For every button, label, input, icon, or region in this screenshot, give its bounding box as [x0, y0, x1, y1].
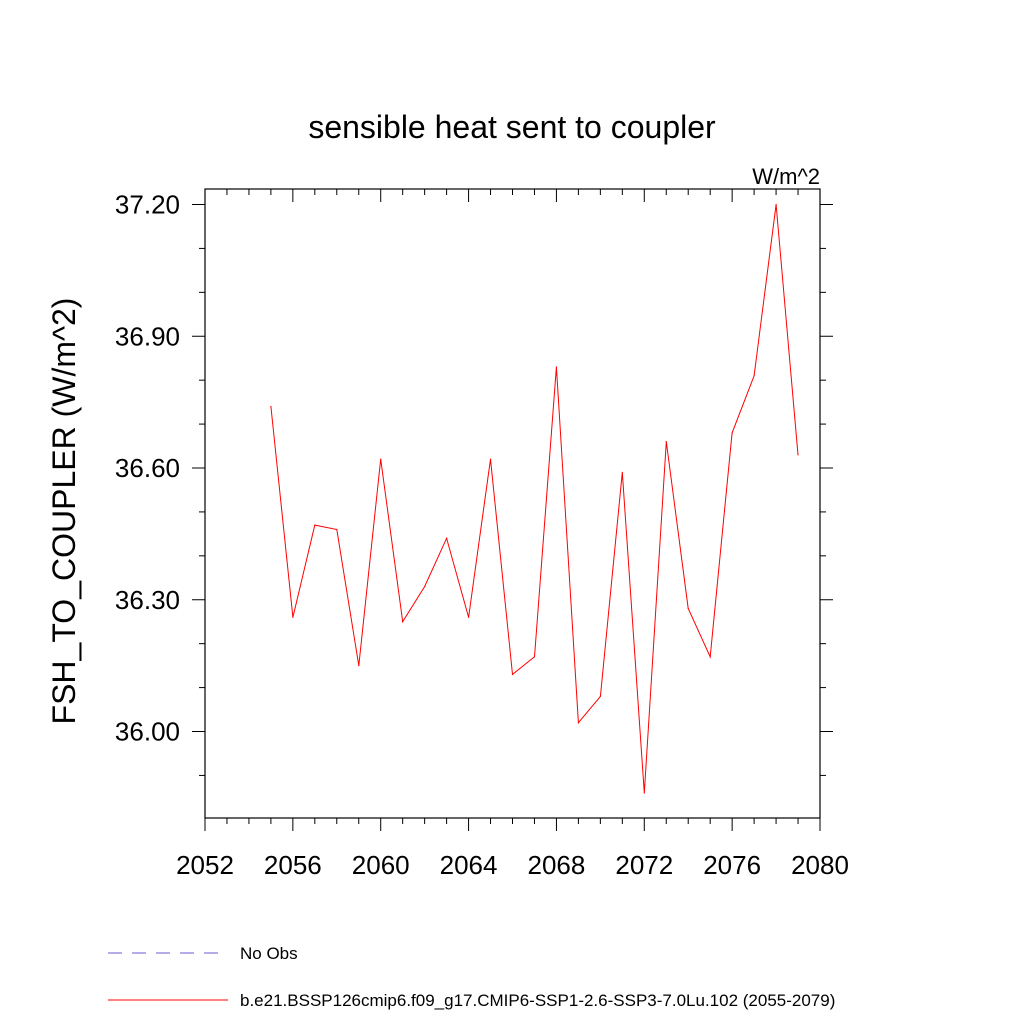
y-tick-label: 36.30 — [115, 585, 180, 615]
data-point — [643, 792, 645, 794]
data-point — [665, 441, 667, 443]
data-point — [314, 524, 316, 526]
legend: No Obs b.e21.BSSP126cmip6.f09_g17.CMIP6-… — [108, 944, 835, 1010]
data-point — [621, 471, 623, 473]
data-point — [687, 607, 689, 610]
data-point — [446, 537, 448, 539]
data-point — [555, 366, 558, 368]
y-tick-label: 37.20 — [115, 190, 180, 220]
data-point — [599, 695, 601, 697]
data-point — [336, 528, 338, 531]
series-line — [270, 204, 799, 794]
y-tick-label: 36.90 — [115, 321, 180, 351]
data-point — [577, 722, 579, 724]
data-point — [424, 585, 426, 588]
data-point — [402, 621, 404, 623]
legend-series-label: b.e21.BSSP126cmip6.f09_g17.CMIP6-SSP1-2.… — [240, 991, 835, 1010]
units-label: W/m^2 — [752, 164, 820, 189]
x-tick-label: 2060 — [352, 850, 410, 880]
x-tick-label: 2076 — [703, 850, 761, 880]
x-tick-label: 2056 — [264, 850, 322, 880]
x-tick-label: 2080 — [791, 850, 849, 880]
data-point — [775, 203, 777, 206]
data-point — [533, 656, 536, 658]
data-point — [380, 458, 382, 460]
data-point — [731, 432, 733, 434]
legend-no-obs-label: No Obs — [240, 944, 298, 963]
data-point — [709, 656, 711, 658]
plot-frame — [204, 188, 821, 819]
data-point — [797, 454, 799, 456]
data-point — [467, 616, 470, 618]
x-tick-label: 2064 — [440, 850, 498, 880]
chart-title: sensible heat sent to coupler — [308, 109, 716, 145]
y-tick-label: 36.60 — [115, 453, 180, 483]
data-point — [292, 616, 294, 618]
series-layer — [270, 203, 799, 794]
data-point — [753, 375, 755, 377]
data-point — [489, 458, 492, 460]
x-tick-label: 2052 — [176, 850, 234, 880]
y-axis-label: FSH_TO_COUPLER (W/m^2) — [46, 298, 82, 725]
data-point — [270, 405, 272, 408]
data-point — [358, 665, 360, 667]
y-tick-label: 36.00 — [115, 717, 180, 747]
x-tick-label: 2068 — [528, 850, 586, 880]
data-point — [511, 673, 514, 676]
x-tick-label: 2072 — [615, 850, 673, 880]
axis-ticks: 2052 2056 2060 2064 2068 2072 2076 2080 36.00 36.… — [115, 189, 849, 880]
